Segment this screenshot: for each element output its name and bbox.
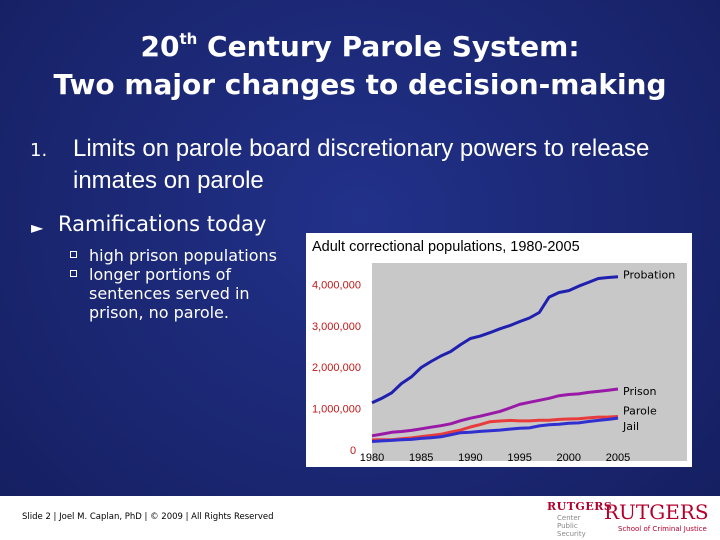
- subitem-text: longer portions of sentences served in p…: [89, 265, 250, 322]
- y-tick-label: 3,000,000: [312, 321, 361, 333]
- series-line-jail: [371, 416, 619, 443]
- chart-title: Adult correctional populations, 1980-200…: [312, 239, 580, 255]
- x-tick-label: 2005: [606, 452, 630, 464]
- title-line-2: Two major changes to decision-making: [53, 68, 667, 101]
- title-line-1: 20th Century Parole System:: [0, 28, 720, 66]
- logo-right-name: RUTGERS: [604, 500, 709, 524]
- center-public-security-logo: RUTGERS Center Public Security: [547, 500, 612, 538]
- x-tick-label: 1980: [360, 452, 384, 464]
- y-tick-label: 1,000,000: [312, 404, 361, 416]
- square-bullet-icon: [70, 270, 77, 277]
- item-2-text: Ramifications today: [58, 212, 267, 236]
- footer-text: Slide 2 | Joel M. Caplan, PhD | © 2009 |…: [22, 512, 274, 522]
- square-bullet-icon: [70, 251, 77, 258]
- x-tick-label: 2000: [557, 452, 581, 464]
- series-line-probation: [371, 275, 619, 405]
- title-superscript: th: [179, 29, 198, 48]
- x-tick-label: 1990: [458, 452, 482, 464]
- slide-title: 20th Century Parole System: Two major ch…: [0, 28, 720, 104]
- logo-right-line: School of Criminal Justice: [618, 525, 707, 533]
- series-label-probation: Probation: [623, 269, 675, 282]
- item-1-number: 1.: [30, 140, 48, 161]
- subitem-list: high prison populations longer portions …: [70, 246, 290, 322]
- title-year: 20: [140, 30, 180, 63]
- y-tick-label: 2,000,000: [312, 362, 361, 374]
- item-1-text: Limits on parole board discretionary pow…: [73, 135, 650, 194]
- correctional-populations-chart: Adult correctional populations, 1980-200…: [306, 233, 692, 467]
- series-line-prison: [371, 387, 619, 438]
- footer-bar: [0, 496, 720, 540]
- x-tick-label: 1995: [507, 452, 531, 464]
- subitem-text: high prison populations: [89, 246, 277, 265]
- bullet-arrow-icon: ►: [31, 218, 44, 237]
- school-criminal-justice-logo: RUTGERS School of Criminal Justice: [604, 500, 716, 538]
- y-tick-label: 4,000,000: [312, 279, 361, 291]
- list-item: longer portions of sentences served in p…: [70, 265, 290, 322]
- y-tick-label: 0: [350, 445, 356, 457]
- series-label-prison: Prison: [623, 385, 656, 398]
- logo-left-line: Security: [557, 530, 586, 538]
- title-line-1-text: Century Parole System:: [197, 30, 580, 63]
- plot-area: [372, 263, 687, 461]
- series-label-parole: Parole: [623, 405, 657, 418]
- logo-left-name: RUTGERS: [547, 500, 613, 513]
- series-line-parole: [371, 415, 619, 442]
- logo-left-line: Center: [557, 514, 581, 522]
- series-label-jail: Jail: [622, 420, 639, 433]
- logo-left-line: Public: [557, 522, 578, 530]
- list-item: high prison populations: [70, 246, 290, 265]
- x-tick-label: 1985: [409, 452, 433, 464]
